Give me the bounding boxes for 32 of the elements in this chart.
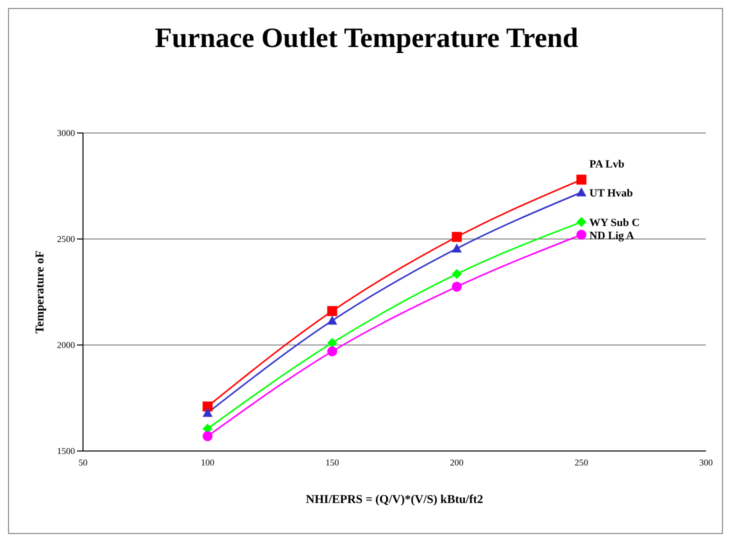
point — [202, 431, 213, 442]
point — [327, 346, 338, 356]
x-tick-label: 150 — [325, 457, 340, 468]
point — [576, 217, 586, 228]
x-axis-title: NHI/EPRS = (Q/V)*(V/S) kBtu/ft2 — [306, 492, 484, 506]
point — [576, 230, 586, 240]
point — [202, 401, 213, 412]
y-axis-title: Temperature oF — [32, 250, 46, 334]
x-tick-label: 300 — [699, 457, 714, 468]
series-label: PA Lvb — [589, 158, 624, 171]
y-tick-label: 2000 — [57, 340, 76, 350]
point — [576, 174, 586, 185]
series-label: WY Sub C — [589, 217, 640, 230]
point — [327, 338, 338, 348]
x-tick-label: 100 — [200, 457, 215, 468]
x-tick-label: 250 — [574, 457, 589, 468]
series-label: UT Hvab — [589, 187, 633, 200]
point — [576, 187, 586, 196]
point — [202, 408, 213, 417]
point — [452, 244, 462, 253]
point — [452, 282, 462, 292]
point — [452, 268, 462, 279]
chart-title: Furnace Outlet Temperature Trend — [154, 23, 580, 55]
point — [452, 232, 462, 242]
point — [327, 306, 338, 316]
series-label: ND Lig A — [589, 230, 634, 242]
y-tick-label: 1500 — [57, 446, 76, 456]
x-tick-label: 200 — [450, 457, 464, 468]
y-tick-label: 2500 — [57, 234, 76, 244]
y-tick-label: 3000 — [57, 128, 76, 138]
x-tick-label: 50 — [78, 457, 88, 468]
point — [327, 316, 338, 325]
